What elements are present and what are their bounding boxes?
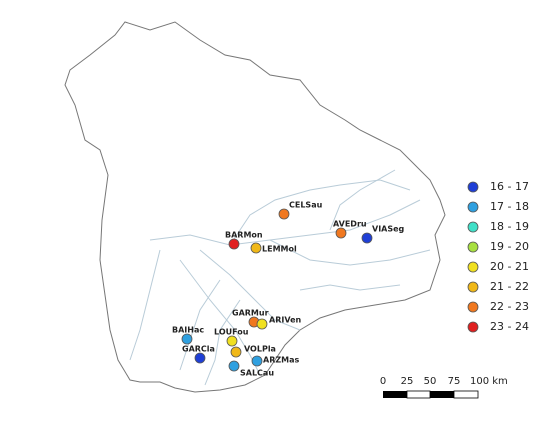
legend-label: 23 - 24 bbox=[490, 320, 529, 333]
legend-swatch bbox=[467, 321, 479, 333]
legend-swatch bbox=[467, 201, 479, 213]
station-label: ARIVen bbox=[269, 316, 302, 325]
legend-swatch bbox=[467, 181, 479, 193]
legend-label: 19 - 20 bbox=[490, 240, 529, 253]
station-marker bbox=[278, 208, 290, 220]
station-label: BAIHac bbox=[172, 326, 204, 335]
station-marker bbox=[251, 355, 263, 367]
rivers bbox=[129, 169, 431, 386]
legend-label: 16 - 17 bbox=[490, 180, 529, 193]
station-label: LEMMol bbox=[262, 245, 297, 254]
station-label: LOUFou bbox=[214, 328, 249, 337]
scale-label: 25 bbox=[401, 376, 414, 387]
station-label: SALCau bbox=[240, 369, 274, 378]
legend-label: 18 - 19 bbox=[490, 220, 529, 233]
legend-swatch bbox=[467, 281, 479, 293]
legend-swatch bbox=[467, 221, 479, 233]
scale-label: 50 bbox=[424, 376, 437, 387]
station-marker bbox=[228, 360, 240, 372]
scale-label: 75 bbox=[448, 376, 461, 387]
station-label: BARMon bbox=[225, 231, 263, 240]
station-label: CELSau bbox=[289, 201, 323, 210]
station-marker bbox=[226, 335, 238, 347]
legend-label: 17 - 18 bbox=[490, 200, 529, 213]
station-marker bbox=[335, 227, 347, 239]
station-label: ARZMas bbox=[263, 356, 300, 365]
station-label: GARCla bbox=[182, 345, 215, 354]
station-label: GARMur bbox=[232, 309, 269, 318]
station-marker bbox=[230, 346, 242, 358]
legend-swatch bbox=[467, 301, 479, 313]
station-marker bbox=[250, 242, 262, 254]
legend-swatch bbox=[467, 261, 479, 273]
legend-swatch bbox=[467, 241, 479, 253]
scale-bar bbox=[383, 390, 479, 399]
legend-label: 22 - 23 bbox=[490, 300, 529, 313]
station-marker bbox=[181, 333, 193, 345]
legend-label: 20 - 21 bbox=[490, 260, 529, 273]
station-marker bbox=[228, 238, 240, 250]
station-label: VOLPla bbox=[244, 345, 276, 354]
station-label: VIASeg bbox=[372, 225, 405, 234]
scale-label: 0 bbox=[380, 376, 386, 387]
station-marker bbox=[256, 318, 268, 330]
station-marker bbox=[194, 352, 206, 364]
scale-label: 100 km bbox=[470, 376, 508, 387]
station-marker bbox=[361, 232, 373, 244]
region-outline bbox=[64, 21, 446, 393]
legend-label: 21 - 22 bbox=[490, 280, 529, 293]
station-label: AVEDru bbox=[333, 220, 367, 229]
